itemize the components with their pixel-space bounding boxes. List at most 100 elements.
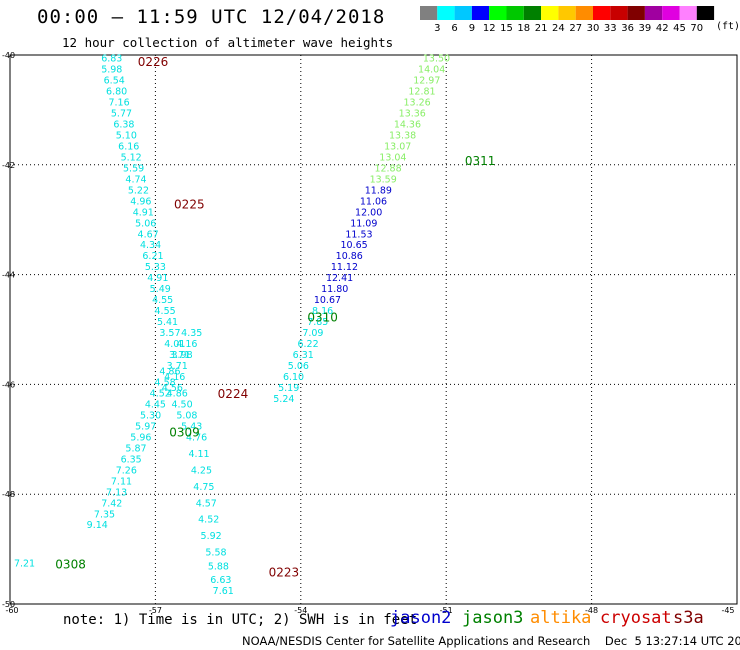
wave-height-point: 5.96	[130, 432, 151, 443]
color-swatch	[627, 6, 645, 20]
footer-note: note: 1) Time is in UTC; 2) SWH is in fe…	[63, 612, 418, 628]
color-scale-label: 30	[587, 23, 600, 34]
color-scale-label: 15	[500, 23, 513, 34]
wave-height-point: 7.11	[111, 476, 132, 487]
wave-height-point: 3.71	[169, 350, 190, 361]
wave-height-point: 5.98	[101, 65, 122, 76]
page-title: 00:00 – 11:59 UTC 12/04/2018	[37, 6, 386, 28]
wave-height-point: 6.63	[210, 575, 231, 586]
wave-height-point: 6.54	[104, 76, 125, 87]
wave-height-point: 13.26	[404, 98, 431, 109]
wave-height-point: 7.61	[213, 586, 234, 597]
wave-height-point: 13.59	[370, 174, 397, 185]
color-swatch	[437, 6, 455, 20]
wave-height-point: 5.08	[176, 410, 197, 421]
wave-height-point: 5.58	[205, 548, 226, 559]
wave-height-point: 6.38	[113, 119, 134, 130]
wave-height-point: 4.11	[188, 449, 209, 460]
wave-height-point: 4.01	[164, 339, 185, 350]
color-swatch	[575, 6, 593, 20]
wave-height-point: 5.33	[145, 262, 166, 273]
wave-height-point: 13.07	[384, 141, 411, 152]
legend-altika: altika	[530, 608, 592, 628]
color-scale-legend: 3 6 9 12 15 18 21 24 27 30 33 36 39 42 45 70	[420, 6, 715, 34]
wave-height-point: 5.06	[135, 218, 156, 229]
wave-height-point: 6.31	[293, 350, 314, 361]
wave-height-point: 4.74	[125, 174, 146, 185]
x-tick-label: -51	[440, 606, 453, 615]
color-swatch	[610, 6, 628, 20]
wave-height-point: 5.22	[128, 185, 149, 196]
wave-height-point: 3.71	[167, 361, 188, 372]
wave-height-point: 6.16	[118, 141, 139, 152]
wave-height-point: 7.85	[307, 317, 328, 328]
wave-height-point: 5.97	[135, 421, 156, 432]
wave-height-point: 5.10	[116, 130, 137, 141]
wave-height-point: 4.50	[171, 399, 192, 410]
wave-height-point: 4.91	[133, 207, 154, 218]
wave-height-point: 5.24	[273, 394, 294, 405]
color-scale-label: 3	[434, 23, 440, 34]
wave-height-point: 3.57	[159, 328, 180, 339]
wave-height-point: 5.41	[157, 317, 178, 328]
color-scale-label: 33	[604, 23, 617, 34]
wave-height-point: 4.58	[155, 377, 176, 388]
wave-height-point: 4.91	[147, 273, 168, 284]
wave-height-point: 14.04	[418, 65, 445, 76]
color-scale-label: 21	[535, 23, 548, 34]
wave-height-point: 4.55	[155, 306, 176, 317]
wave-height-point: 5.43	[181, 421, 202, 432]
color-scale-label: 9	[469, 23, 475, 34]
y-tick-label: -44	[2, 271, 15, 280]
wave-height-point: 4.35	[181, 328, 202, 339]
wave-height-point: 13.50	[423, 54, 450, 65]
wave-height-point: 11.53	[345, 229, 372, 240]
plot-frame	[9, 54, 738, 605]
wave-height-point: 5.92	[201, 531, 222, 542]
legend-jason2: jason2	[390, 608, 452, 628]
wave-height-point: 11.06	[360, 196, 387, 207]
color-scale-label: 27	[569, 23, 582, 34]
color-swatch	[454, 6, 472, 20]
wave-height-point: 4.96	[130, 196, 151, 207]
wave-height-point: 4.86	[159, 367, 180, 378]
color-swatch	[558, 6, 576, 20]
color-scale-label: 42	[656, 23, 669, 34]
wave-height-point: 8.16	[312, 306, 333, 317]
wave-height-point: 5.30	[140, 410, 161, 421]
wave-height-point: 12.41	[326, 273, 353, 284]
wave-height-point: 14.36	[394, 119, 421, 130]
y-tick-label: -42	[2, 161, 15, 170]
wave-height-point: 5.77	[111, 108, 132, 119]
wave-height-point: 5.59	[123, 163, 144, 174]
wave-height-point: 4.55	[152, 295, 173, 306]
wave-height-point: 11.80	[321, 284, 348, 295]
wave-height-point: 4.86	[167, 388, 188, 399]
wave-height-point: 4.34	[140, 240, 161, 251]
wave-height-point: 7.21	[14, 559, 35, 570]
wave-height-point: 7.13	[106, 487, 127, 498]
wave-height-point: 6.22	[297, 339, 318, 350]
wave-height-point: 4.52	[150, 388, 171, 399]
x-tick-label: -60	[5, 606, 18, 615]
wave-height-point: 10.65	[341, 240, 368, 251]
color-swatch	[644, 6, 663, 20]
wave-height-point: 10.86	[336, 251, 363, 262]
legend-s3a: s3a	[673, 608, 704, 628]
x-tick-label: -45	[721, 606, 734, 615]
pass-time-label: 0311	[465, 154, 496, 168]
wave-height-point: 11.89	[365, 185, 392, 196]
page-subtitle: 12 hour collection of altimeter wave hei…	[62, 35, 394, 50]
color-scale-label: 12	[483, 23, 496, 34]
wave-height-point: 3.98	[171, 350, 192, 361]
wave-height-point: 5.49	[150, 284, 171, 295]
credit-line: NOAA/NESDIS Center for Satellite Applica…	[242, 634, 740, 648]
pass-time-label: 0309	[169, 426, 200, 440]
color-swatch	[420, 6, 438, 20]
color-scale-label: 45	[673, 23, 686, 34]
y-tick-label: -50	[2, 600, 15, 609]
wave-height-point: 4.25	[191, 465, 212, 476]
color-swatch	[506, 6, 524, 20]
x-tick-label: -57	[149, 606, 162, 615]
